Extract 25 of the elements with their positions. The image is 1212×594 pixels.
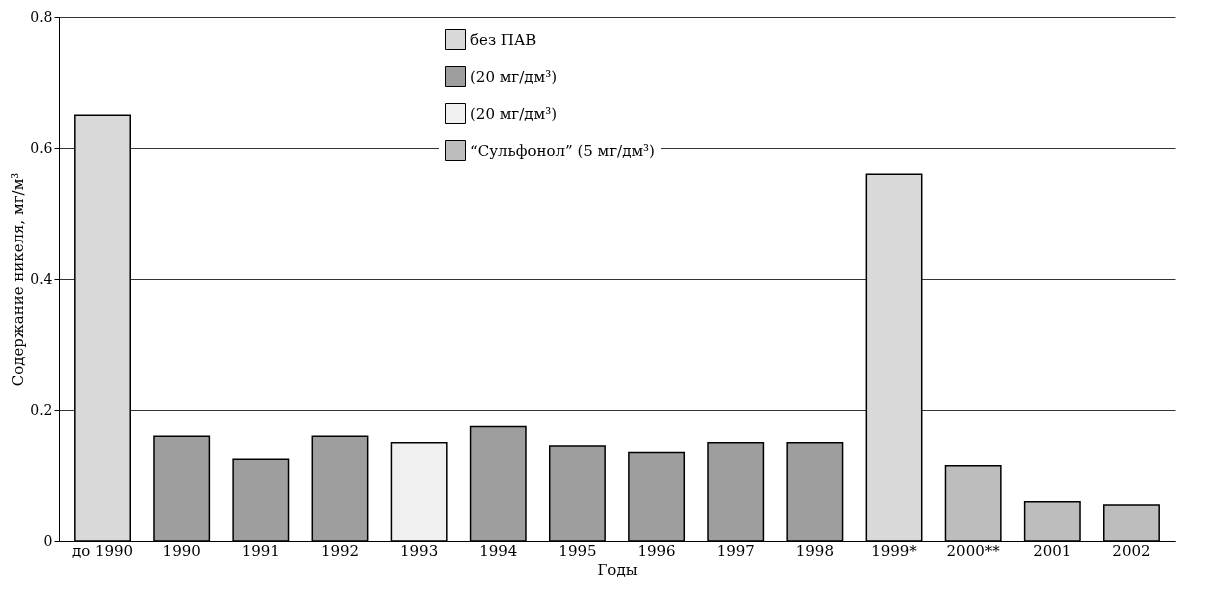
x-tick-label: 1992 — [320, 541, 360, 560]
x-tick-label: 1999* — [871, 541, 918, 560]
x-axis-title: Годы — [597, 560, 638, 579]
x-tick-label: 1991 — [241, 541, 280, 560]
x-tick-label: 1998 — [795, 541, 834, 560]
x-tick-label: 1995 — [558, 541, 597, 560]
legend-label: (20 мг/дм³) — [470, 104, 558, 123]
y-tick-label: 0.4 — [30, 270, 53, 287]
legend-label: без ПАВ — [470, 30, 537, 49]
y-tick-label: 0 — [43, 532, 53, 549]
x-tick-label: до 1990 — [71, 541, 134, 560]
x-tick-label: 1997 — [716, 541, 755, 560]
x-tick-label: 1994 — [479, 541, 518, 560]
x-tick-label: 1993 — [400, 541, 439, 560]
legend-label: “Сульфонол” (5 мг/дм³) — [470, 141, 655, 160]
x-tick-label: 2002 — [1112, 541, 1151, 560]
y-axis-title: Содержание никеля, мг/м³ — [9, 172, 28, 387]
legend-label: (20 мг/дм³) — [470, 67, 558, 86]
x-tick-label: 1990 — [162, 541, 201, 560]
x-tick-label: 2001 — [1033, 541, 1072, 560]
x-tick-label: 1996 — [637, 541, 676, 560]
y-tick-label: 0.2 — [30, 401, 53, 418]
x-tick-label: 2000** — [946, 541, 1001, 560]
y-tick-label: 0.8 — [30, 8, 53, 25]
y-tick-label: 0.6 — [30, 139, 53, 156]
